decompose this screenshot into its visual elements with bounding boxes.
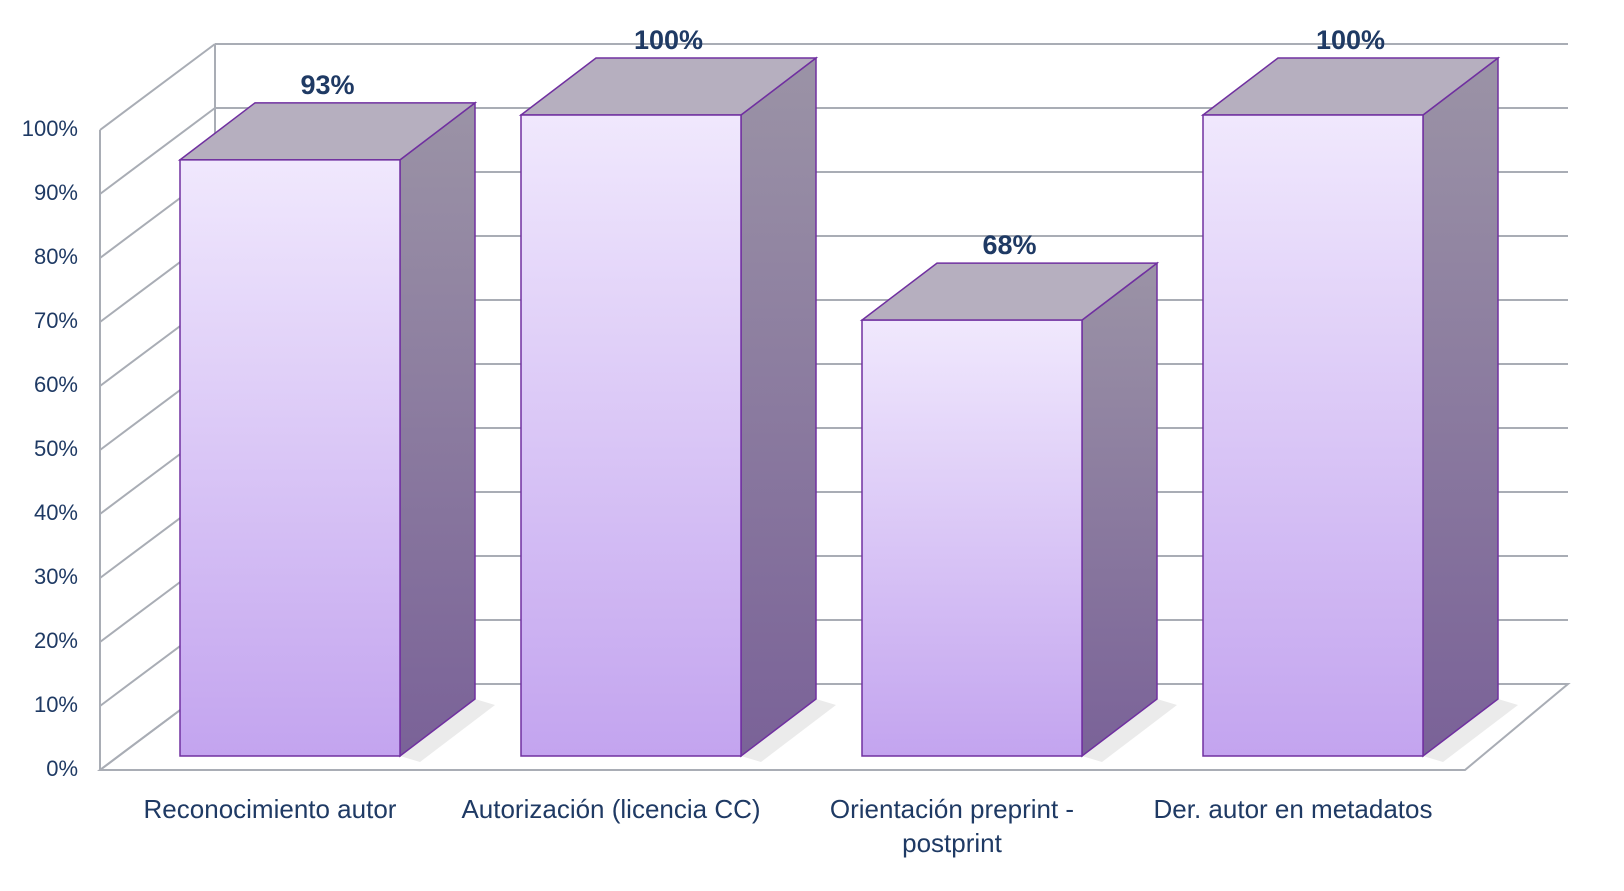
y-tick-label: 100% [22,116,78,141]
bar-shadow [1423,699,1518,762]
bar [861,319,1083,757]
bar-side [740,56,817,758]
y-tick-label: 70% [34,308,78,333]
bar-shadow [741,699,836,762]
value-label: 100% [634,25,703,55]
y-tick-label: 20% [34,628,78,653]
y-tick-label: 0% [46,756,78,781]
y-tick-label: 40% [34,500,78,525]
x-tick-label: Orientación preprint - postprint [829,794,1075,858]
x-tick-label: Der. autor en metadatos [1153,794,1433,824]
bar [179,159,401,757]
bar-shadow [400,699,495,762]
y-tick-label: 10% [34,692,78,717]
bar-side [1081,261,1158,758]
bar-side [399,101,476,758]
y-tick-label: 50% [34,436,78,461]
grid-line [99,43,216,131]
y-tick-label: 80% [34,244,78,269]
value-label: 68% [982,230,1036,260]
y-tick-label: 90% [34,180,78,205]
x-tick-label: Autorización (licencia CC) [461,794,761,824]
x-tick-label: Reconocimiento autor [143,794,397,824]
bar-side [1422,56,1499,758]
bar [520,114,742,757]
bar [1202,114,1424,757]
y-tick-label: 60% [34,372,78,397]
grid-line [99,107,216,195]
value-label: 100% [1316,25,1385,55]
value-label: 93% [300,70,354,100]
y-tick-label: 30% [34,564,78,589]
bar-shadow [1082,699,1177,762]
